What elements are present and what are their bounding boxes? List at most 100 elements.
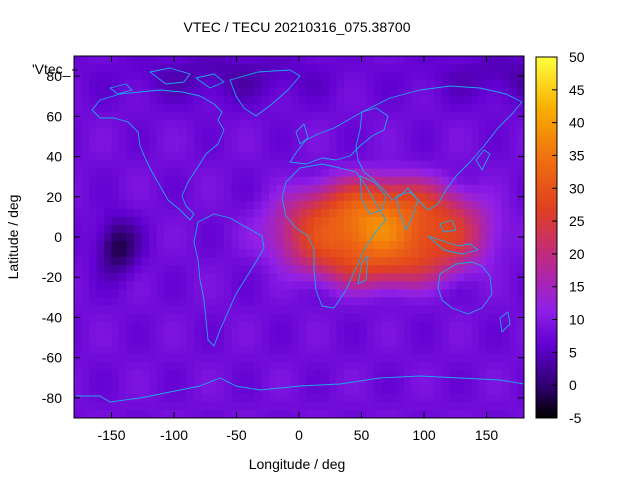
heatmap-cell [164,281,173,290]
heatmap-cell [479,369,488,379]
heatmap-cell [419,104,428,113]
heatmap-cell [224,120,233,129]
heatmap-cell [389,72,398,81]
heatmap-cell [284,273,293,282]
heatmap-cell [134,224,143,234]
heatmap-cell [396,281,405,290]
heatmap-cell [306,160,315,170]
heatmap-cell [351,273,360,282]
heatmap-cell [179,80,188,89]
heatmap-cell [164,88,173,97]
heatmap-cell [336,192,345,202]
heatmap-cell [269,273,278,282]
heatmap-cell [411,353,420,363]
heatmap-cell [351,232,360,242]
heatmap-cell [164,80,173,89]
heatmap-cell [186,409,195,418]
heatmap-cell [366,353,375,363]
heatmap-cell [111,128,120,138]
heatmap-cell [449,112,458,121]
heatmap-cell [239,249,248,258]
heatmap-cell [126,321,135,331]
heatmap-cell [254,329,263,339]
heatmap-cell [81,369,90,379]
heatmap-cell [246,345,255,355]
heatmap-cell [104,353,113,363]
heatmap-cell [464,305,473,315]
heatmap-cell [501,208,510,218]
heatmap-cell [239,297,248,306]
heatmap-cell [426,305,435,315]
heatmap-cell [396,401,405,411]
heatmap-cell [516,128,524,138]
heatmap-cell [479,281,488,290]
heatmap-cell [321,176,330,186]
heatmap-cell [314,112,323,121]
heatmap-cell [134,385,143,395]
heatmap-cell [374,305,383,315]
heatmap-cell [276,401,285,411]
heatmap-cell [254,313,263,323]
heatmap-cell [486,120,495,129]
heatmap-cell [486,257,495,266]
heatmap-cell [494,313,503,323]
heatmap-cell [366,184,375,194]
heatmap-cell [381,112,390,121]
heatmap-cell [441,120,450,129]
heatmap-cell [89,56,98,65]
heatmap-cell [194,192,203,202]
heatmap-cell [336,136,345,146]
heatmap-cell [81,64,90,73]
heatmap-cell [434,200,443,210]
heatmap-cell [464,200,473,210]
heatmap-cell [516,265,524,274]
heatmap-cell [156,401,165,411]
heatmap-cell [141,232,150,242]
heatmap-cell [366,144,375,154]
heatmap-cell [284,152,293,162]
heatmap-cell [81,160,90,170]
heatmap-cell [231,192,240,202]
heatmap-cell [119,369,128,379]
heatmap-cell [149,96,158,105]
heatmap-cell [171,224,180,234]
heatmap-cell [186,297,195,306]
heatmap-cell [381,305,390,315]
heatmap-cell [231,377,240,387]
heatmap-cell [486,128,495,138]
heatmap-cell [366,241,375,250]
heatmap-cell [374,409,383,418]
heatmap-cell [426,265,435,274]
heatmap-cell [366,345,375,355]
heatmap-cell [501,377,510,387]
heatmap-cell [201,361,210,371]
heatmap-cell [171,216,180,226]
coastline-india [395,191,419,231]
colorbar-tick-label: 0 [569,377,577,393]
heatmap-cell [216,184,225,194]
heatmap-cell [149,232,158,242]
heatmap-cell [359,281,368,290]
heatmap-cell [209,144,218,154]
heatmap-cell [239,128,248,138]
heatmap-cell [284,385,293,395]
heatmap-cell [471,401,480,411]
heatmap-cell [396,241,405,250]
heatmap-cell [464,120,473,129]
heatmap-cell [464,337,473,347]
heatmap-cell [464,104,473,113]
heatmap-cell [389,369,398,379]
heatmap-cell [96,289,105,298]
heatmap-cell [104,313,113,323]
heatmap-cell [261,56,270,65]
heatmap-cell [164,208,173,218]
heatmap-cell [441,377,450,387]
heatmap-cell [419,96,428,105]
heatmap-cell [186,321,195,331]
heatmap-cell [246,361,255,371]
heatmap-cell [381,385,390,395]
heatmap-cell [479,144,488,154]
heatmap-cell [366,265,375,274]
heatmap-cell [299,112,308,121]
coastline-greenland [229,69,301,117]
